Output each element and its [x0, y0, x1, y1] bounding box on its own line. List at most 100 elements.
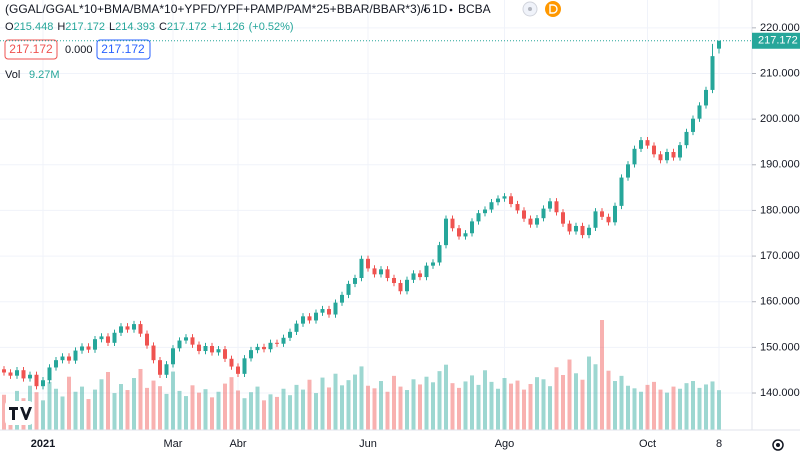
volume-bar: [333, 373, 338, 430]
volume-bar: [119, 384, 123, 430]
candle-body: [632, 148, 637, 165]
y-tick-label: 200.000: [760, 113, 800, 125]
volume-bar: [327, 387, 331, 430]
candle-body: [411, 273, 416, 280]
candle-body: [613, 205, 617, 223]
volume-bar: [489, 381, 494, 430]
change-pct: (+0.52%): [249, 21, 294, 33]
volume-bar: [177, 390, 182, 430]
legend-header: (GGAL/GGAL*10+BMA/BMA*10+YPFD/YPF+PAMP/P…: [4, 1, 561, 81]
candle-body: [431, 262, 435, 266]
candle-body: [554, 201, 559, 213]
volume-bar: [626, 385, 630, 430]
candle-body: [522, 210, 526, 219]
candle-body: [151, 345, 156, 361]
candle-body: [132, 324, 136, 330]
y-tick-label: 140.000: [760, 387, 800, 399]
volume-bar: [112, 393, 117, 430]
candle-body: [457, 228, 461, 237]
candle-body: [2, 369, 6, 373]
indicator-box[interactable]: [96, 39, 151, 60]
candle-body: [665, 152, 669, 161]
candle-body: [106, 336, 110, 343]
x-tick-label: Abr: [229, 438, 246, 450]
ohlc-row: O215.448 H217.172 L214.393 C217.172 +1.126 (+…: [5, 21, 294, 33]
candle-body: [223, 349, 227, 359]
volume-bar: [151, 380, 156, 430]
candle-body: [593, 211, 598, 228]
candle-layer: [2, 40, 721, 390]
volume-bar: [554, 367, 559, 430]
volume-bar: [106, 371, 110, 430]
candle-body: [697, 105, 702, 119]
candle-body: [379, 269, 383, 275]
interval[interactable]: 1D: [432, 2, 448, 16]
volume-bar: [457, 387, 461, 430]
candle-body: [197, 344, 201, 352]
candle-body: [242, 358, 247, 374]
symbol-title: (GGAL/GGAL*10+BMA/BMA*10+YPFD/YPF+PAMP/P…: [5, 2, 431, 16]
status-dot: [528, 7, 532, 11]
volume-bar: [684, 383, 689, 430]
y-tick-label: 210.000: [760, 67, 800, 79]
candle-body: [476, 213, 481, 222]
volume-bar: [678, 388, 682, 430]
candle-body: [262, 346, 266, 350]
candle-body: [54, 360, 58, 368]
candle-body: [281, 337, 286, 344]
candle-body: [463, 233, 468, 237]
volume-bar: [710, 381, 715, 430]
volume-bar: [691, 381, 695, 430]
exchange: BCBA: [458, 2, 491, 16]
volume-bar: [580, 379, 585, 430]
candle-body: [353, 277, 357, 284]
candle-body: [8, 372, 13, 376]
volume-bar: [236, 390, 240, 430]
volume-bar: [314, 393, 318, 430]
volume-bar: [431, 382, 435, 430]
candle-body: [645, 140, 650, 146]
candle-body: [671, 152, 676, 158]
volume-bar: [385, 391, 390, 430]
volume-bar: [483, 370, 487, 430]
volume-bar: [418, 384, 422, 430]
volume-bar: [145, 387, 149, 430]
volume-bar: [346, 380, 351, 430]
volume-bar: [567, 359, 572, 430]
candle-body: [112, 332, 117, 343]
volume-bar: [366, 385, 370, 430]
candle-body: [307, 316, 312, 321]
volume-bar: [496, 388, 500, 430]
candle-body: [398, 283, 403, 292]
volume-bar: [294, 384, 299, 430]
candle-body: [561, 212, 565, 224]
volume-bar: [502, 378, 507, 430]
volume-bar: [275, 396, 279, 430]
volume-bar: [548, 386, 552, 430]
candle-body: [691, 118, 695, 132]
volume-bar: [671, 386, 676, 430]
y-tick-label: 220.000: [760, 22, 800, 34]
volume-bar: [372, 388, 377, 430]
candle-body: [340, 294, 344, 303]
indicator-box[interactable]: [4, 39, 58, 60]
y-tick-label: 180.000: [760, 204, 800, 216]
tv-logo[interactable]: [5, 401, 33, 425]
volume-bar: [658, 389, 663, 430]
candle-body: [236, 366, 240, 374]
candle-body: [73, 350, 78, 361]
volume-bar: [645, 384, 650, 430]
volume-bar: [99, 379, 104, 430]
volume-bar: [704, 384, 708, 430]
candle-body: [359, 258, 364, 278]
candle-body: [138, 324, 143, 334]
x-tick-label: Mar: [164, 438, 183, 450]
volume-value: 9.27M: [29, 69, 60, 81]
candle-body: [93, 339, 97, 350]
delay-badge[interactable]: [545, 1, 561, 17]
volume-bar: [249, 392, 253, 430]
candle-body: [184, 337, 188, 341]
volume-bar: [515, 380, 520, 430]
settings-icon[interactable]: [772, 439, 784, 451]
volume-bar: [600, 320, 604, 430]
